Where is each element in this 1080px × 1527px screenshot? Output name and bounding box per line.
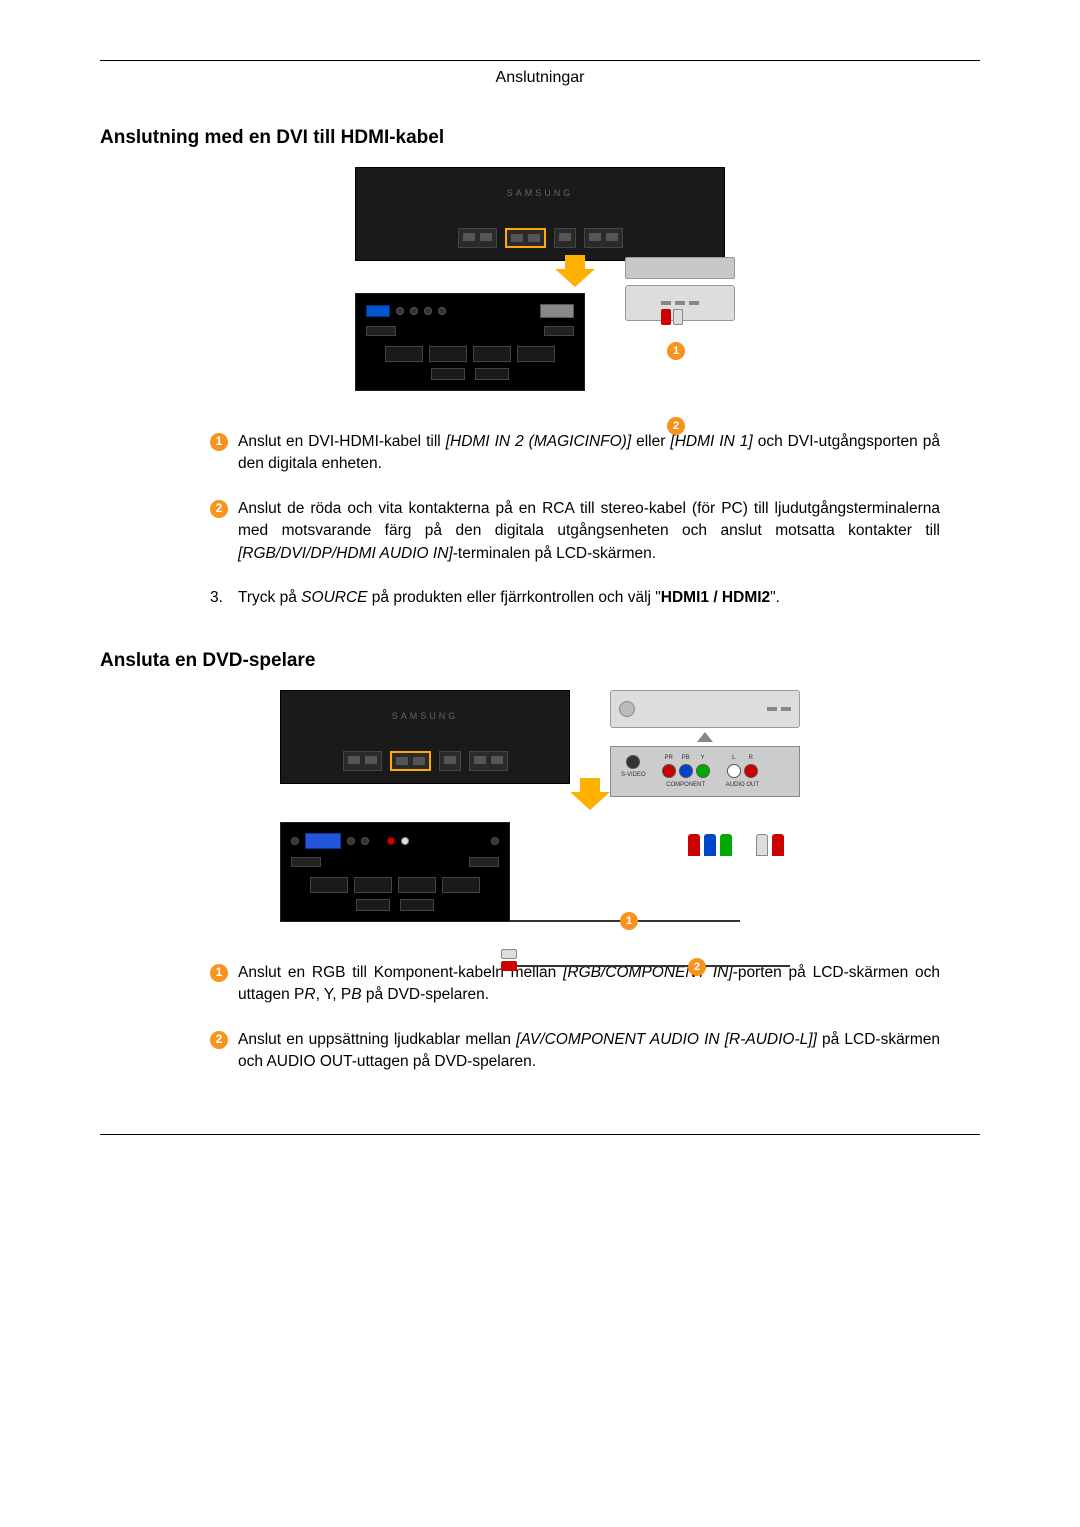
- monitor-front: SAMSUNG: [355, 167, 725, 261]
- rca-connectors: [661, 309, 683, 325]
- audio-l-jack-icon: [727, 764, 741, 778]
- bullet-1-icon: 1: [210, 433, 228, 451]
- figure-dvd: SAMSUNG S-VIDEO: [100, 690, 980, 922]
- section2-list: 1 Anslut en RGB till Komponent-kabeln me…: [100, 962, 980, 1074]
- audio-plugs: [756, 834, 784, 856]
- item-text: Anslut en DVI-HDMI-kabel till [HDMI IN 2…: [238, 431, 940, 476]
- rca-white-icon: [673, 309, 683, 325]
- hdmi-connector-icon: [366, 305, 390, 317]
- list-item: 1 Anslut en DVI-HDMI-kabel till [HDMI IN…: [210, 431, 940, 476]
- plug-blue-icon: [704, 834, 716, 856]
- item-text: Anslut en uppsättning ljudkablar mellan …: [238, 1029, 940, 1074]
- vga-connector-icon: [305, 833, 341, 849]
- plug-white-icon: [756, 834, 768, 856]
- bullet-1-icon: 1: [210, 964, 228, 982]
- svideo-jack-icon: [626, 755, 640, 769]
- component-label: COMPONENT: [666, 782, 705, 788]
- item-text: Anslut en RGB till Komponent-kabeln mell…: [238, 962, 940, 1007]
- list-item: 1 Anslut en RGB till Komponent-kabeln me…: [210, 962, 940, 1007]
- plug-red-icon: [688, 834, 700, 856]
- audio-r-port-icon: [387, 837, 395, 845]
- audio-r-jack-icon: [744, 764, 758, 778]
- bullet-3-num: 3.: [210, 587, 238, 609]
- dvd-disc-icon: [619, 701, 635, 717]
- callout-1-icon: 1: [667, 342, 685, 360]
- section1-list: 1 Anslut en DVI-HDMI-kabel till [HDMI IN…: [100, 431, 980, 610]
- audio-cable-line: [510, 965, 790, 967]
- audio-l-port-icon: [401, 837, 409, 845]
- rgb-port-highlight: [390, 751, 431, 771]
- connector-panel: [280, 822, 510, 922]
- hdmi-port-highlight: [505, 228, 546, 248]
- plug-red-icon: [772, 834, 784, 856]
- monitor-port-row: [376, 228, 704, 248]
- rca-white-icon: [501, 949, 517, 959]
- section1-heading: Anslutning med en DVI till HDMI-kabel: [100, 127, 980, 149]
- list-item: 3. Tryck på SOURCE på produkten eller fj…: [210, 587, 940, 609]
- page-category: Anslutningar: [100, 69, 980, 87]
- list-item: 2 Anslut de röda och vita kontakterna på…: [210, 498, 940, 565]
- bullet-2-icon: 2: [210, 1031, 228, 1049]
- component-y-jack-icon: [696, 764, 710, 778]
- arrow-down-icon: [555, 269, 595, 287]
- audio-out-label: AUDIO OUT: [726, 782, 759, 788]
- svideo-label: S-VIDEO: [621, 772, 646, 778]
- component-pr-jack-icon: [662, 764, 676, 778]
- figure-dvi-hdmi: SAMSUNG 1 2: [100, 167, 980, 391]
- header-rule: [100, 60, 980, 61]
- component-pb-jack-icon: [679, 764, 693, 778]
- callout-1-icon: 1: [620, 912, 638, 930]
- dvd-player: S-VIDEO PR PB Y COMPONENT L R: [610, 690, 800, 797]
- connector-panel: [355, 293, 585, 391]
- monitor-brand: SAMSUNG: [376, 188, 704, 198]
- rca-red-icon: [661, 309, 671, 325]
- monitor-brand: SAMSUNG: [301, 711, 549, 721]
- bullet-2-icon: 2: [210, 500, 228, 518]
- item-text: Tryck på SOURCE på produkten eller fjärr…: [238, 587, 940, 609]
- callout-2-icon: 2: [667, 417, 685, 435]
- item-text: Anslut de röda och vita kontakterna på e…: [238, 498, 940, 565]
- rca-side: [501, 949, 517, 971]
- footer-rule: [100, 1134, 980, 1135]
- arrow-down-icon: [570, 792, 610, 810]
- section2-heading: Ansluta en DVD-spelare: [100, 650, 980, 672]
- plug-green-icon: [720, 834, 732, 856]
- monitor-front: SAMSUNG: [280, 690, 570, 784]
- callout-2-icon: 2: [688, 958, 706, 976]
- list-item: 2 Anslut en uppsättning ljudkablar mella…: [210, 1029, 940, 1074]
- rca-red-icon: [501, 961, 517, 971]
- dvi-connector-icon: [540, 304, 574, 318]
- component-plugs: [688, 834, 732, 856]
- arrow-up-icon: [697, 732, 713, 742]
- dvd-back-panel: S-VIDEO PR PB Y COMPONENT L R: [610, 746, 800, 797]
